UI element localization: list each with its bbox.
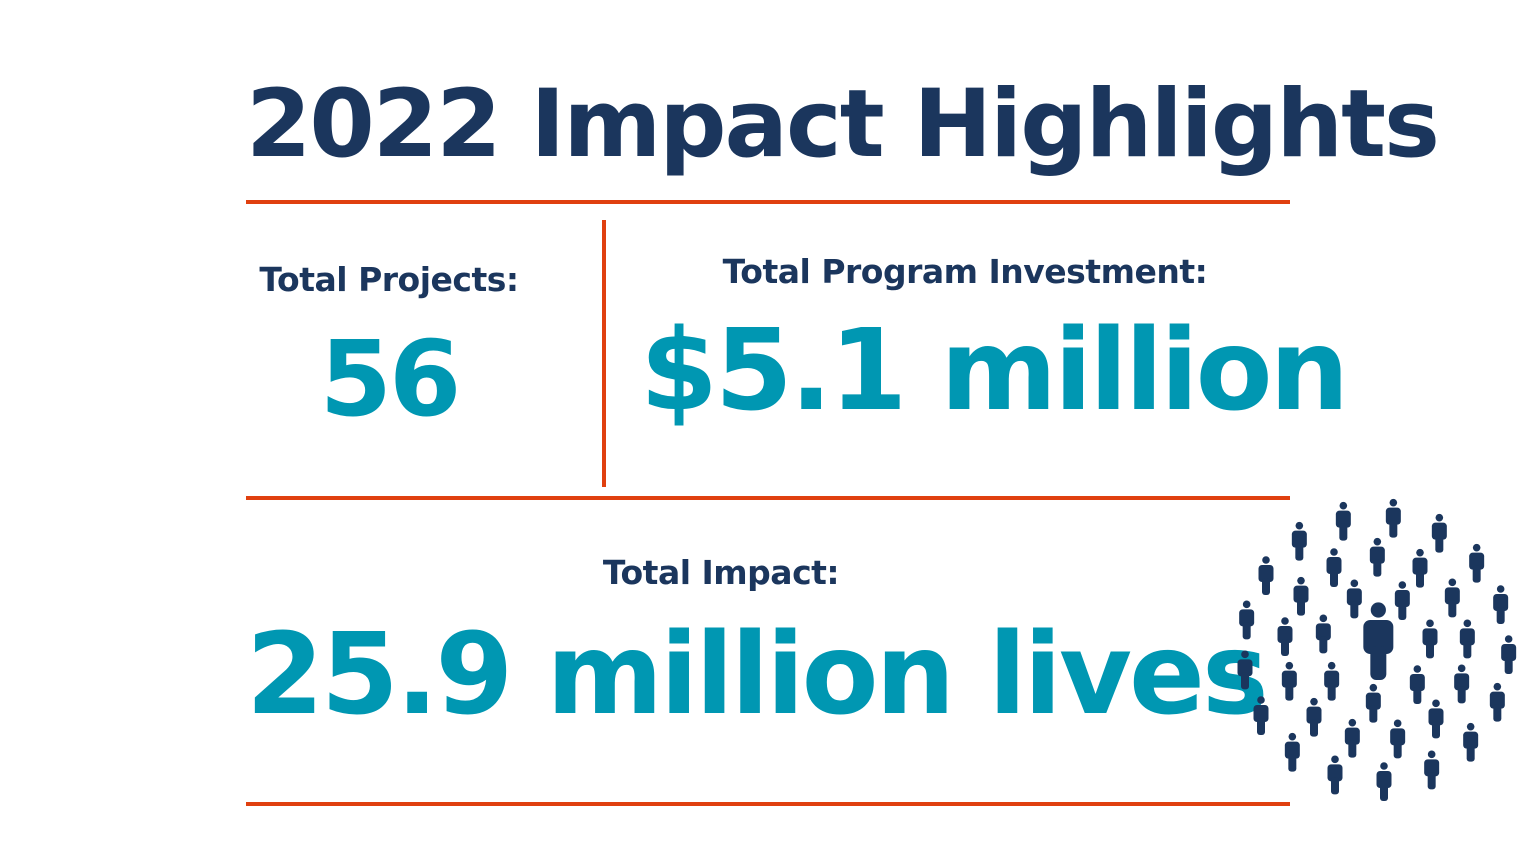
person-icon [1369,537,1385,577]
divider-vertical [602,220,606,487]
page-title: 2022 Impact Highlights [246,70,1440,179]
person-icon [1428,699,1444,739]
person-icon [1335,501,1351,541]
person-icon [1431,513,1447,553]
person-icon [1424,750,1440,790]
person-icon [1422,619,1438,659]
projects-value: 56 [319,318,462,440]
person-icon [1291,521,1307,561]
person-icon [1376,762,1392,801]
person-icon [1258,556,1274,595]
person-icon [1324,661,1340,701]
impact-value: 25.9 million lives [246,610,1269,740]
person-icon [1463,722,1479,762]
person-icon [1394,581,1410,620]
investment-label: Total Program Investment: [722,252,1208,291]
person-icon [1239,600,1255,640]
person-icon [1344,718,1360,758]
person-icon [1237,650,1253,690]
person-icon [1326,548,1342,587]
person-icon [1412,548,1428,588]
person-icon [1293,576,1309,616]
person-icon [1493,585,1509,624]
crowd-of-people-icon [1237,498,1517,801]
person-icon [1501,635,1517,674]
projects-label: Total Projects: [259,260,519,299]
person-icon [1454,664,1470,704]
person-icon [1253,696,1269,735]
person-icon [1409,665,1425,704]
person-icon [1385,498,1401,538]
person-icon [1363,602,1394,680]
person-icon [1281,661,1297,701]
person-icon [1459,619,1475,659]
person-icon [1327,755,1343,795]
divider-middle [246,496,1290,500]
person-icon [1346,579,1362,619]
person-icon [1444,578,1460,618]
person-icon [1390,719,1406,759]
person-icon [1315,614,1331,654]
divider-top [246,200,1290,204]
person-icon [1469,543,1485,583]
investment-value: $5.1 million [640,306,1349,436]
person-icon [1306,697,1322,737]
divider-bottom [246,802,1290,806]
person-icon [1277,617,1293,656]
person-icon [1284,732,1300,772]
person-icon [1365,683,1381,723]
impact-label: Total Impact: [602,553,840,592]
person-icon [1489,682,1505,722]
